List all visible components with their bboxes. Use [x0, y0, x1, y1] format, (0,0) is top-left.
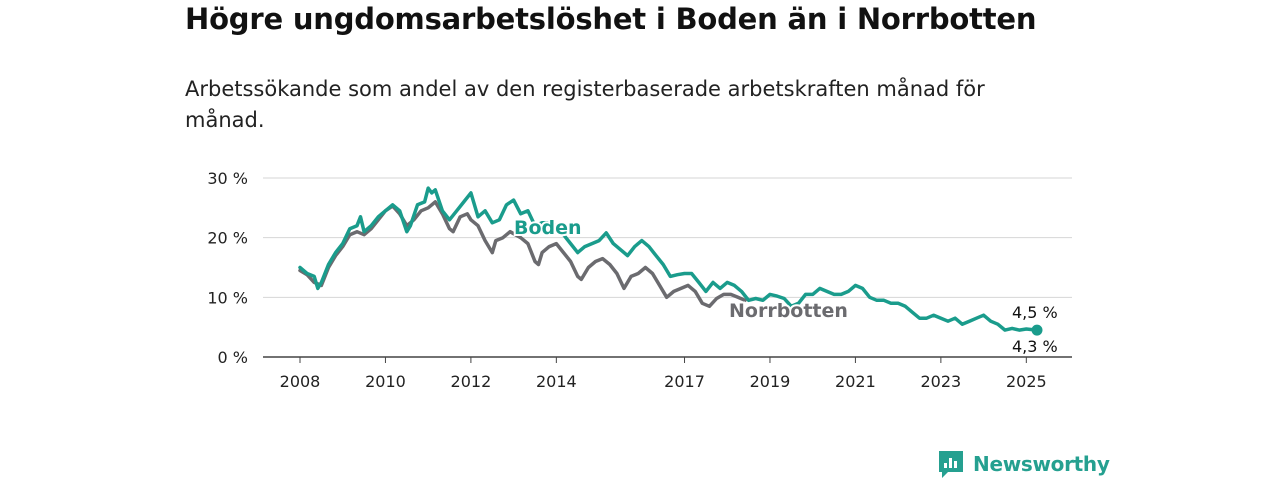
y-tick-label: 10 % [207, 288, 248, 307]
x-tick-label: 2021 [835, 372, 876, 391]
x-tick-label: 2017 [664, 372, 705, 391]
end-value-label-norrbotten: 4,3 % [1012, 337, 1058, 356]
x-tick-label: 2014 [536, 372, 577, 391]
chart-subtitle: Arbetssökande som andel av den registerb… [185, 77, 985, 132]
series-line-norrbotten [298, 200, 747, 309]
y-tick-label: 0 % [218, 348, 248, 367]
x-tick-label: 2012 [451, 372, 492, 391]
chart-title: Högre ungdomsarbetslöshet i Boden än i N… [185, 2, 1037, 36]
y-tick-label: 30 % [207, 169, 248, 188]
brand-name: Newsworthy [973, 452, 1110, 476]
newsworthy-logo-icon [939, 451, 963, 478]
series-label-norrbotten: Norrbotten [729, 300, 848, 322]
x-tick-label: 2008 [280, 372, 321, 391]
gridlines [263, 177, 1072, 358]
x-tick-label: 2023 [921, 372, 962, 391]
x-tick-label: 2019 [750, 372, 791, 391]
series-lines [298, 186, 1039, 332]
axis-ticks: 0 % 10 % 20 % 30 % 2008 2010 2012 2014 2017 2019 2… [207, 169, 1046, 391]
y-tick-label: 20 % [207, 229, 248, 248]
series-endpoint-boden [1031, 324, 1043, 336]
series-labels: Boden Norrbotten 4,5 % 4,3 % [512, 215, 1060, 358]
series-label-boden: Boden [514, 217, 582, 239]
newsworthy-brand: Newsworthy [937, 449, 1110, 479]
series-line-boden [298, 186, 1039, 332]
x-tick-label: 2010 [365, 372, 406, 391]
end-value-label-boden: 4,5 % [1012, 303, 1058, 322]
x-tick-label: 2025 [1006, 372, 1047, 391]
